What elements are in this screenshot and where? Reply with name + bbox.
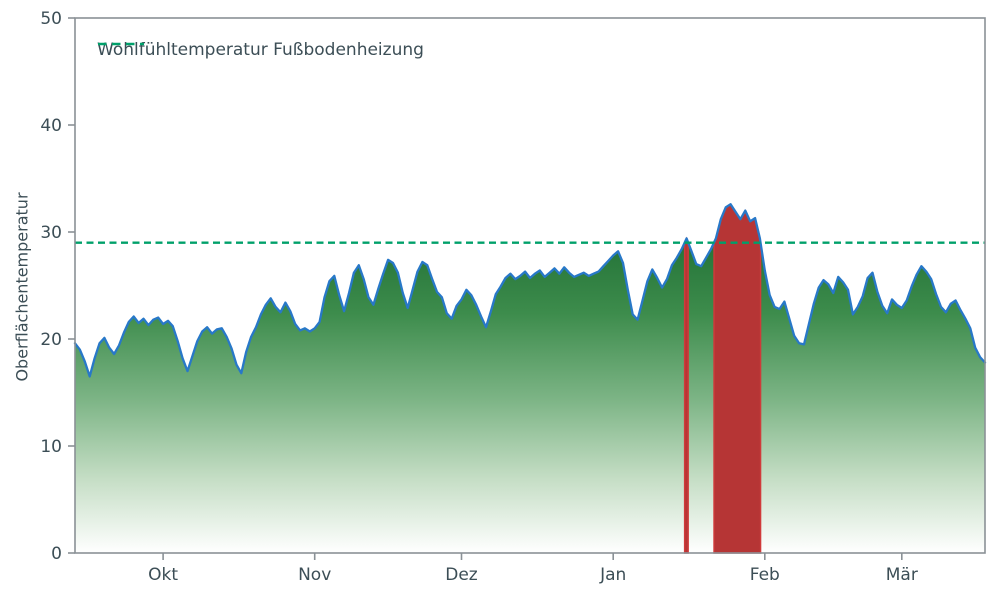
temperature-line	[73, 203, 987, 378]
temperature-area-fill	[75, 204, 985, 553]
x-tick-label: Nov	[298, 565, 331, 585]
x-tick-label: Feb	[750, 565, 780, 585]
y-tick-label: 50	[40, 9, 62, 29]
x-tick-label: Okt	[148, 565, 178, 585]
legend-label: Wohlfühltemperatur Fußbodenheizung	[97, 40, 424, 60]
plot-frame	[74, 17, 986, 554]
exceed-region	[713, 203, 762, 554]
y-tick-label: 40	[40, 116, 62, 136]
x-tick-label: Jan	[599, 565, 626, 585]
comfort-line-swatch	[98, 42, 144, 46]
y-tick-label: 0	[51, 544, 62, 564]
exceed-region	[683, 236, 689, 554]
legend: Wohlfühltemperatur Fußbodenheizung	[97, 40, 424, 60]
y-axis-label: Oberflächentemperatur	[12, 192, 32, 382]
y-tick-label: 10	[40, 437, 62, 457]
y-tick-label: 30	[40, 223, 62, 243]
y-tick-label: 20	[40, 330, 62, 350]
x-tick-label: Mär	[886, 565, 918, 585]
x-tick-label: Dez	[445, 565, 478, 585]
